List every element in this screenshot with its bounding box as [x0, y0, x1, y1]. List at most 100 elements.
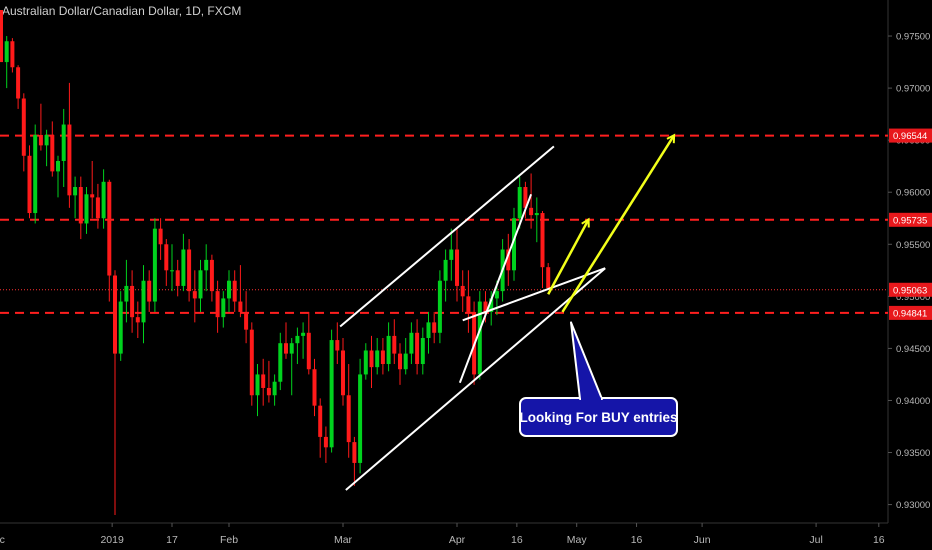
- candle-body: [272, 381, 277, 396]
- y-tick-label: 0.94000: [896, 396, 930, 407]
- candle: [232, 270, 237, 312]
- candle-body: [284, 343, 288, 354]
- candle: [215, 280, 220, 333]
- candle-body: [118, 301, 123, 354]
- y-tick-label: 0.94500: [896, 344, 930, 355]
- candle-body: [369, 350, 374, 368]
- candle: [346, 364, 351, 458]
- candle-body: [33, 134, 38, 214]
- candle-body: [215, 291, 220, 318]
- y-tick-label: 0.97000: [896, 84, 930, 95]
- candle: [10, 38, 15, 73]
- candle-body: [409, 332, 414, 354]
- candle: [175, 259, 180, 297]
- candle: [192, 270, 197, 323]
- candle-body: [335, 340, 340, 351]
- candle: [141, 265, 146, 344]
- candle-body: [95, 197, 100, 219]
- candle: [295, 327, 300, 365]
- candle-body: [170, 270, 174, 272]
- x-tick-label: Jun: [694, 534, 711, 546]
- candle: [432, 311, 437, 344]
- candle: [517, 176, 522, 229]
- candle: [38, 103, 43, 151]
- candle-body: [323, 436, 328, 448]
- candle: [244, 291, 249, 344]
- candle: [312, 358, 317, 417]
- target-arrow-short: [547, 220, 588, 295]
- y-tick-label: 0.93500: [896, 448, 930, 459]
- candle: [135, 301, 140, 338]
- wedge-lower-line: [462, 267, 606, 322]
- candle-body: [318, 405, 323, 437]
- candle: [375, 337, 380, 375]
- candle-body: [295, 335, 300, 344]
- candle-body: [221, 298, 226, 318]
- candle: [506, 233, 511, 286]
- candle-body: [477, 301, 482, 375]
- candle-body: [483, 301, 488, 312]
- candle: [329, 329, 334, 453]
- candle-body: [375, 350, 380, 368]
- level-badge-label: 0.94841: [893, 308, 927, 319]
- candle: [124, 259, 129, 323]
- candle: [221, 291, 226, 328]
- candle: [437, 270, 442, 344]
- level-badge-label: 0.96544: [893, 131, 927, 142]
- candle: [204, 244, 209, 292]
- candle: [67, 82, 72, 208]
- candle-body: [164, 244, 169, 271]
- candle: [380, 337, 385, 375]
- candle-body: [266, 387, 271, 396]
- candle: [306, 311, 311, 375]
- candle-body: [78, 187, 83, 224]
- candle-body: [426, 322, 431, 338]
- candle-body: [90, 194, 95, 198]
- candle: [61, 108, 66, 188]
- candle: [0, 10, 3, 63]
- x-tick-label: Apr: [449, 534, 466, 546]
- candle-body: [523, 187, 528, 208]
- candle: [369, 335, 374, 388]
- candle-body: [50, 134, 55, 172]
- candle: [289, 337, 294, 396]
- x-tick-label: Feb: [220, 534, 238, 546]
- candle-body: [529, 207, 534, 216]
- candle-body: [460, 285, 465, 297]
- candle-body: [232, 280, 237, 302]
- candle: [107, 179, 112, 302]
- candle-body: [261, 374, 266, 388]
- candle: [318, 398, 323, 458]
- candle-body: [38, 134, 43, 146]
- x-tick-label: 16: [873, 534, 885, 546]
- level-badge-label: 0.95063: [893, 285, 927, 296]
- candle-body: [306, 332, 311, 370]
- candle-body: [255, 374, 260, 396]
- candle-body: [56, 160, 60, 172]
- candle: [449, 228, 454, 281]
- candle: [255, 364, 260, 417]
- candle-body: [449, 249, 454, 260]
- candle: [95, 183, 100, 229]
- candle-body: [341, 350, 345, 396]
- candle: [118, 291, 123, 361]
- candle-body: [227, 280, 231, 299]
- candle-body: [187, 249, 192, 292]
- level-badge-label: 0.95735: [893, 215, 927, 226]
- level-badge: 0.95063: [889, 282, 932, 297]
- candle: [78, 176, 83, 240]
- level-badge-bg: [889, 128, 932, 143]
- candle: [238, 265, 243, 318]
- candle-body: [432, 322, 437, 333]
- candle: [249, 322, 254, 406]
- candle-body: [437, 280, 442, 333]
- candle: [73, 176, 78, 219]
- candle-body: [130, 285, 135, 318]
- candle-body: [289, 343, 294, 354]
- candle: [540, 210, 545, 289]
- candle-body: [181, 249, 186, 286]
- candle: [27, 145, 32, 219]
- candle-body: [67, 124, 72, 196]
- x-tick-label: ec: [0, 534, 5, 546]
